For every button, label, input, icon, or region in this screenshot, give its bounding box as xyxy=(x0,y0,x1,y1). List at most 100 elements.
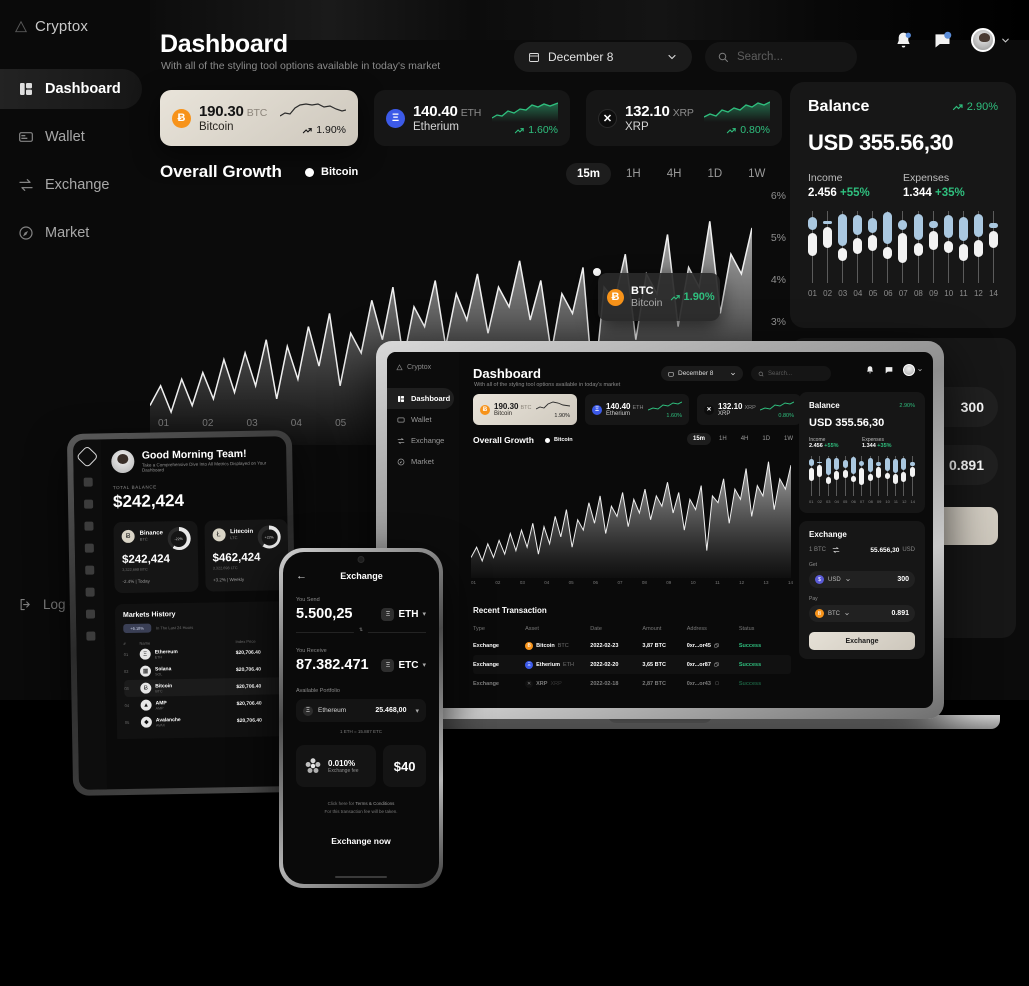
copy-icon[interactable] xyxy=(714,643,719,648)
sidebar-item-market[interactable]: Market xyxy=(0,213,142,253)
exchange-now-button[interactable]: Exchange now xyxy=(331,836,391,847)
balance-bar xyxy=(958,211,968,283)
table-row[interactable]: Exchange Ξ Etherium ETH 2022-02-20 3,65 BT… xyxy=(473,655,791,674)
sidebar-item-exchange[interactable]: Exchange xyxy=(0,165,142,205)
asset-sub: 3,322,698 LTC xyxy=(212,566,238,571)
you-receive-coin-selector[interactable]: Ξ ETC ▾ xyxy=(381,658,426,672)
range-4h[interactable]: 4H xyxy=(740,436,749,442)
asset-card-binance[interactable]: Ƀ Binance BTC -22% $242,424 3,322,698 BT… xyxy=(113,520,199,594)
wallet-icon xyxy=(19,132,33,142)
bell-icon[interactable] xyxy=(893,30,914,51)
you-receive-value[interactable]: 87.382.471 xyxy=(296,657,369,673)
chevron-down-icon[interactable] xyxy=(1000,35,1011,46)
get-field[interactable]: $ USD 300 xyxy=(809,571,915,588)
badge-glyph: ✕ xyxy=(527,680,532,687)
trend-up-icon xyxy=(952,104,963,111)
swap-icon[interactable] xyxy=(832,546,840,554)
swap-icon[interactable]: ⇅ xyxy=(353,627,369,633)
coin-price-value: 140.40 xyxy=(606,402,631,411)
chat-icon[interactable] xyxy=(884,365,894,375)
chevron-down-icon[interactable] xyxy=(917,367,923,373)
tx-status: Success xyxy=(738,661,762,668)
range-1w[interactable]: 1W xyxy=(784,436,794,442)
range-1d[interactable]: 1D xyxy=(707,168,723,180)
copy-icon[interactable] xyxy=(714,662,719,667)
nav-icon-5[interactable] xyxy=(84,565,94,575)
asset-card-litecoin[interactable]: Ł Litecoin LTC +22% $462,424 3,322,698 L… xyxy=(203,519,289,592)
coin-card-xrp[interactable]: ✕ 132.10 XRP XRP 0.80% xyxy=(586,90,782,146)
sidebar-item-dashboard[interactable]: Dashboard xyxy=(387,388,454,409)
balance-bar xyxy=(834,456,840,496)
table-row[interactable]: Exchange ✕ XRP XRP 2022-02-18 2,87 BTC 0xr… xyxy=(473,674,791,693)
nav-icon-4[interactable] xyxy=(84,543,94,553)
page-subtitle: With all of the styling tool options ava… xyxy=(161,60,441,72)
search-icon xyxy=(718,52,728,62)
list-item[interactable]: 05 ◆ Avalanche AVAX $20,706.40 xyxy=(125,711,289,731)
asset-change: +3.2% | Weekly xyxy=(212,576,245,583)
search-input[interactable]: Search... xyxy=(705,42,857,72)
bar-segment-top xyxy=(838,213,848,246)
terms-link[interactable]: Terms & Conditions xyxy=(355,801,395,806)
coin-card-eth[interactable]: Ξ 140.40 ETH Etherium 1.60% xyxy=(585,394,689,425)
nav-icon-8[interactable] xyxy=(85,631,95,641)
sidebar-item-market[interactable]: Market xyxy=(387,451,454,472)
expenses-change: +35% xyxy=(934,187,965,199)
get-label: Get xyxy=(809,562,818,568)
bar-segment-top xyxy=(817,461,823,464)
copy-icon[interactable] xyxy=(714,681,719,686)
chat-icon[interactable] xyxy=(932,30,953,51)
bar-tick: 11 xyxy=(893,499,898,504)
badge-glyph: Ƀ xyxy=(177,112,186,124)
pay-field[interactable]: Ƀ BTC 0.891 xyxy=(809,605,915,622)
range-1h[interactable]: 1H xyxy=(719,436,727,442)
sidebar-item-exchange[interactable]: Exchange xyxy=(387,430,454,451)
nav-icon-3[interactable] xyxy=(83,521,94,531)
sidebar-item-dashboard[interactable]: Dashboard xyxy=(0,69,142,109)
coin-card-eth[interactable]: Ξ 140.40 ETH Etherium 1.60% xyxy=(374,90,570,146)
binance-icon: Ƀ xyxy=(121,529,135,544)
search-input[interactable]: Search... xyxy=(751,366,831,381)
range-1d[interactable]: 1D xyxy=(762,436,771,442)
trend-up-icon xyxy=(727,127,736,133)
avatar[interactable] xyxy=(971,28,995,52)
nav-icon-6[interactable] xyxy=(85,587,95,597)
range-15m[interactable]: 15m xyxy=(687,433,712,445)
phone-camera xyxy=(357,556,365,563)
tx-address: 0xr...or45 xyxy=(686,642,711,649)
bar-tick: 01 xyxy=(809,499,814,504)
bar-tick: 01 xyxy=(808,289,817,298)
nav-icon-1[interactable] xyxy=(83,477,93,487)
bell-icon[interactable] xyxy=(865,365,875,375)
range-1w[interactable]: 1W xyxy=(748,168,766,180)
bar-tick: 09 xyxy=(876,499,882,504)
chevron-down-icon[interactable]: ▾ xyxy=(415,707,419,715)
rate-from: 1 BTC xyxy=(809,547,827,553)
avatar[interactable] xyxy=(903,364,915,376)
table-row[interactable]: Exchange Ƀ Bitcoin BTC 2022-02-23 3,87 BTC… xyxy=(473,636,791,655)
bar-segment-top xyxy=(868,218,878,233)
you-send-coin-selector[interactable]: Ξ ETH ▾ xyxy=(381,607,426,621)
xrp-icon: ✕ xyxy=(525,679,534,688)
exchange-button[interactable]: Exchange xyxy=(809,632,915,650)
badge-glyph: Ƀ xyxy=(527,642,531,649)
laptop-nav: Dashboard Wallet Exchange Market xyxy=(387,388,459,472)
coin-card-btc[interactable]: Ƀ 190.30 BTC Bitcoin 1.90% xyxy=(160,90,358,146)
coin-card-btc[interactable]: Ƀ 190.30 BTC Bitcoin 1.90% xyxy=(473,394,577,425)
range-15m[interactable]: 15m xyxy=(566,163,612,185)
nav-icon-2[interactable] xyxy=(83,499,93,509)
coin-card-xrp[interactable]: ✕ 132.10 XRP XRP 0.80% xyxy=(697,394,801,425)
date-selector[interactable]: December 8 xyxy=(661,366,743,381)
sidebar-item-wallet[interactable]: Wallet xyxy=(387,409,454,430)
nav-icon-7[interactable] xyxy=(85,609,95,619)
date-selector[interactable]: December 8 xyxy=(514,42,692,72)
range-4h[interactable]: 4H xyxy=(666,168,682,180)
chevron-down-icon[interactable] xyxy=(845,577,851,583)
you-send-value[interactable]: 5.500,25 xyxy=(296,606,353,622)
back-arrow-icon[interactable]: ← xyxy=(296,570,307,582)
avatar[interactable] xyxy=(111,449,135,474)
sidebar-item-wallet[interactable]: Wallet xyxy=(0,117,142,157)
portfolio-field[interactable]: Ξ Ethereum 25.468,00 ▾ xyxy=(296,699,426,722)
range-1h[interactable]: 1H xyxy=(626,168,641,180)
market-index: 04 xyxy=(124,702,130,709)
chevron-down-icon[interactable] xyxy=(844,611,850,617)
